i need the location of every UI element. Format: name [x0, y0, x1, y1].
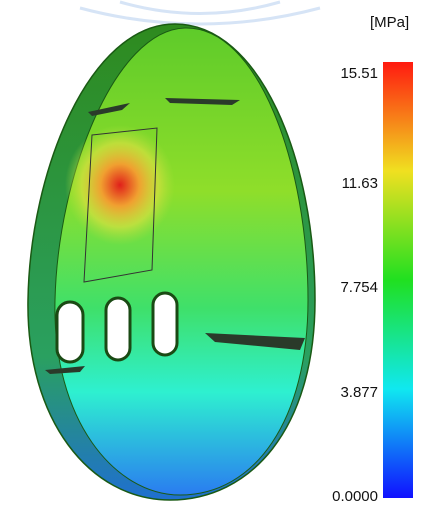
- colorbar-label: 0.0000: [332, 488, 378, 505]
- colorbar-unit: [MPa]: [370, 14, 409, 31]
- slots: [57, 293, 177, 362]
- colorbar-label: 15.51: [340, 65, 378, 82]
- colorbar: [MPa] 15.51 11.63 7.754 3.877 0.0000: [332, 14, 413, 505]
- page: {"colorbar": {"unit": "[MPa]", "labels":…: [0, 0, 433, 513]
- colorbar-label: 11.63: [342, 175, 378, 192]
- background-waves: [80, 2, 320, 24]
- stress-hotspot: [65, 125, 175, 245]
- colorbar-gradient: [383, 62, 413, 498]
- colorbar-label: 3.877: [340, 384, 378, 401]
- stress-plot: [MPa] 15.51 11.63 7.754 3.877 0.0000: [0, 0, 433, 513]
- egg-model: [28, 24, 315, 500]
- colorbar-label: 7.754: [340, 279, 378, 296]
